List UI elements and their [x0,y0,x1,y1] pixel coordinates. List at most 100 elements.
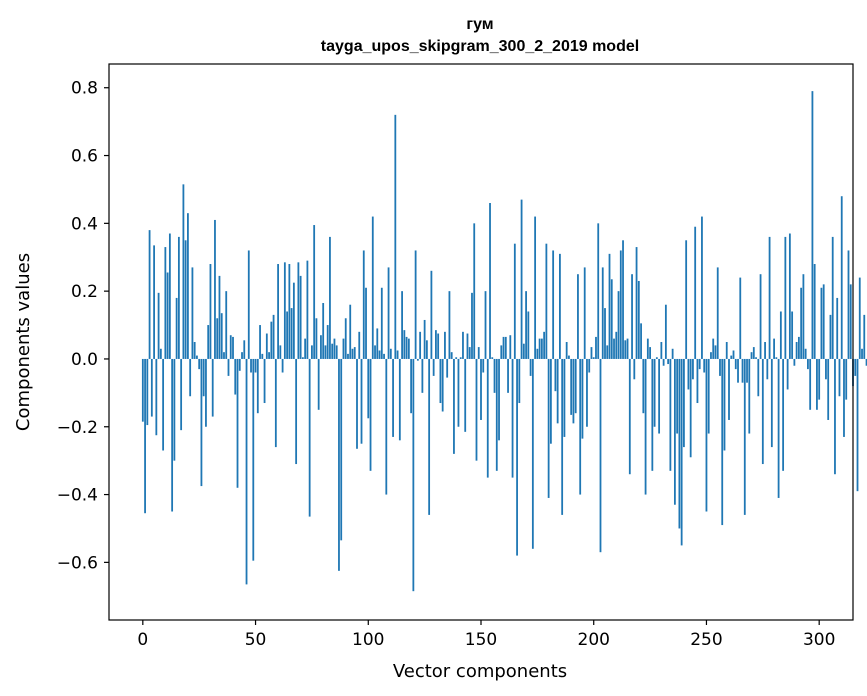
bar [205,358,207,427]
bar [622,240,624,359]
bar [498,358,500,441]
bar [617,291,620,359]
bar [590,347,593,359]
bar [583,267,586,359]
bar [324,345,327,359]
bar [468,347,471,359]
bar [655,357,658,359]
bar [333,338,336,359]
bar [689,358,692,458]
bar [705,358,708,512]
bar [477,347,480,359]
bar [570,358,573,415]
x-tick-label: 50 [245,630,267,650]
bar [211,358,214,417]
bar [549,358,552,444]
bar [791,311,794,359]
bar [680,358,683,546]
x-tick-label: 100 [352,630,384,650]
bar [737,358,739,383]
bar [268,352,270,359]
bar [701,216,703,359]
bar [171,358,174,512]
bar [793,358,796,366]
bar [588,358,591,373]
bar [419,331,422,359]
bar [369,358,372,471]
y-axis-ticks: −0.6 −0.4 −0.2 0.0 0.2 0.4 0.6 0.8 [57,79,109,573]
bar [471,292,473,359]
bar [489,203,491,359]
bar [644,358,647,495]
bar [728,358,730,420]
bar [378,350,381,359]
bar [301,357,304,359]
bar [313,225,316,359]
bar [804,348,807,359]
bar [410,358,413,414]
bar [367,358,370,419]
bar [840,196,843,359]
bar [414,250,417,359]
bar [518,358,521,404]
bar [678,358,681,529]
bar [405,336,408,359]
bar [234,358,237,395]
bar [493,358,496,393]
bar [561,358,564,515]
bar [371,216,374,359]
bar [834,358,836,475]
bar [624,340,627,359]
bar [344,318,347,359]
bar [144,358,146,514]
bar [534,216,537,359]
bar [816,358,818,410]
bar [216,318,219,359]
bar [311,345,313,359]
bar [746,358,748,383]
bar [241,352,243,359]
bar [484,291,487,359]
x-tick-label: 250 [690,630,722,650]
bar [807,358,809,370]
bar [342,338,345,359]
bar [412,358,415,592]
bar [383,353,385,359]
y-tick-label: −0.4 [57,486,98,506]
bar [504,336,507,359]
bar [755,357,757,359]
bar [416,358,419,361]
bar [394,114,397,359]
bar [554,358,557,392]
bar [430,270,433,359]
bar [265,333,268,359]
bar [543,331,546,359]
bar [527,311,530,359]
bar [739,277,742,359]
bar [232,336,234,359]
plot-frame [108,63,854,621]
bar [619,250,622,359]
bar [653,358,656,427]
bar [193,342,196,359]
bar [545,243,548,359]
bar [633,358,636,380]
bar [150,358,153,417]
bar [428,358,431,515]
bar [252,358,255,561]
y-axis-label: Components values [13,253,34,431]
bar [441,358,444,412]
y-tick-label: −0.2 [57,418,98,438]
bar [856,358,859,492]
bar [646,338,649,359]
bar [516,358,518,556]
y-tick-label: 0.2 [71,282,98,302]
bar [685,240,688,359]
bar [599,358,602,553]
bar [141,358,144,422]
bar [667,358,670,365]
bar [849,284,852,359]
bar [347,353,349,359]
bar [595,336,597,359]
bar [374,345,376,359]
